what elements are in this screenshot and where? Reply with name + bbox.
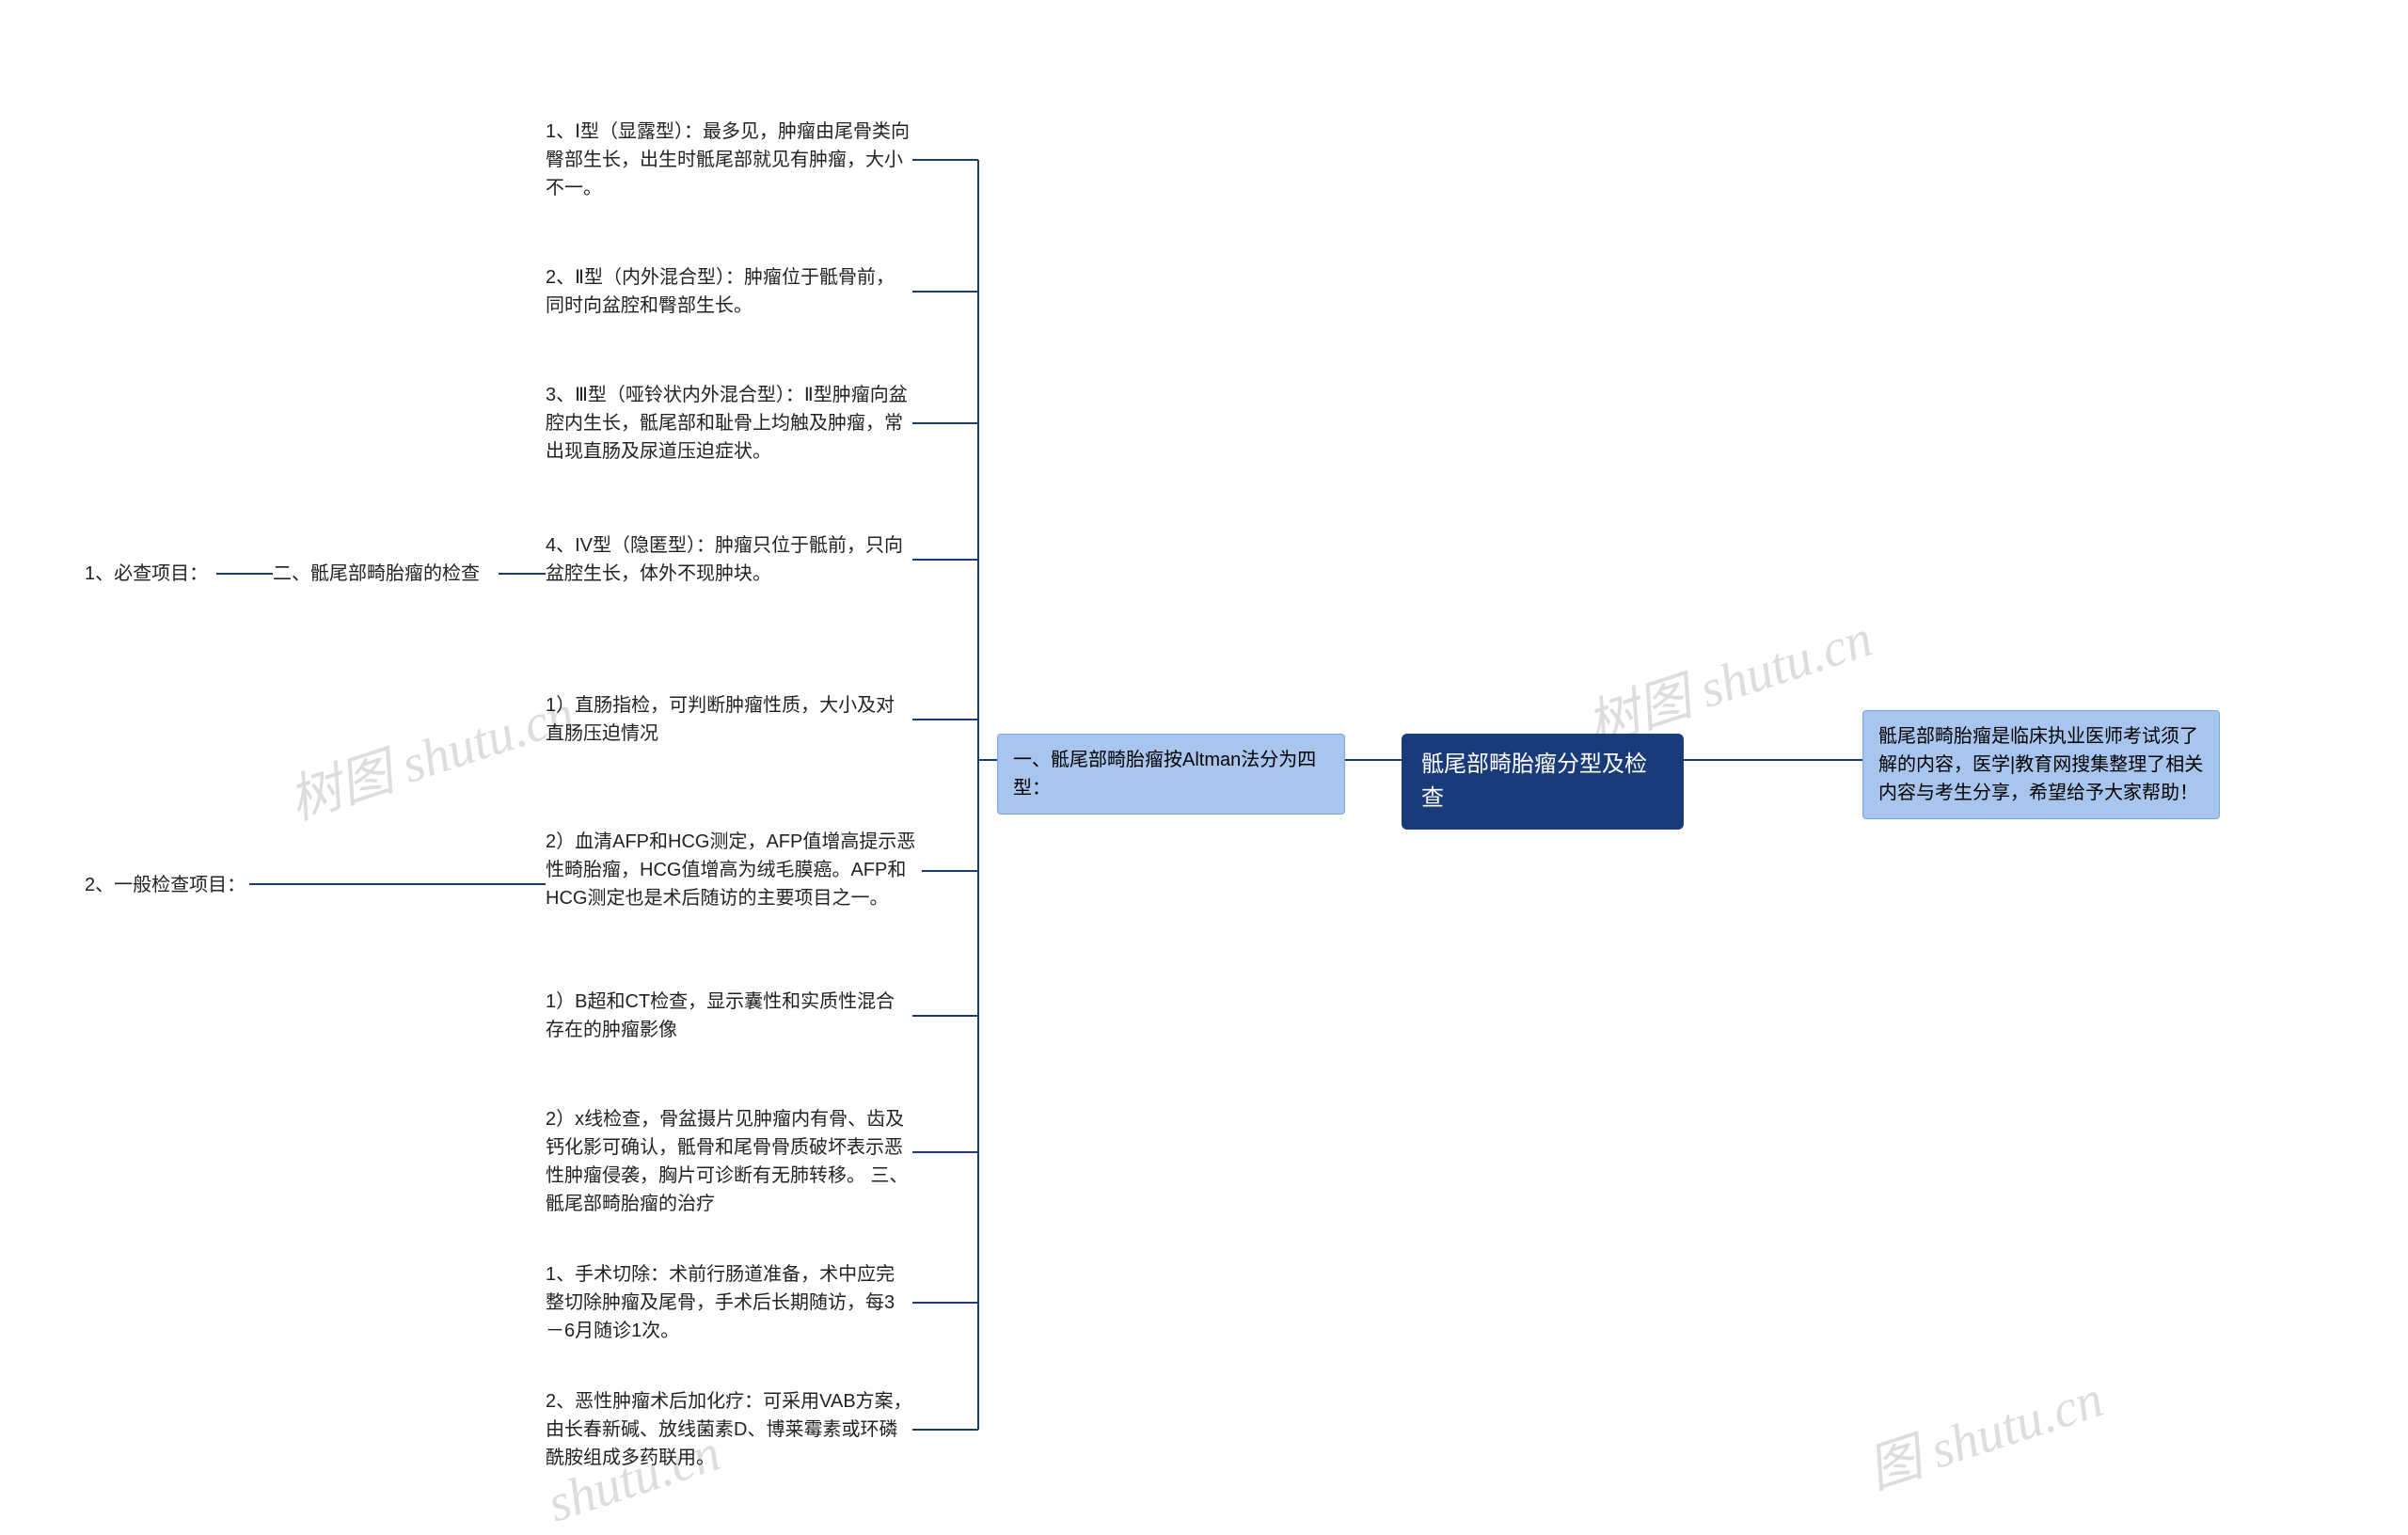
node-must-check: 1、必查项目： (85, 560, 216, 588)
leaf-surgery: 1、手术切除：术前行肠道准备，术中应完整切除肿瘤及尾骨，手术后长期随访，每3－6… (546, 1260, 912, 1345)
node-altman: 一、骶尾部畸胎瘤按Altman法分为四型： (997, 734, 1345, 815)
mindmap-root: 骶尾部畸胎瘤分型及检查 (1402, 734, 1684, 830)
node-check-heading: 二、骶尾部畸胎瘤的检查 (273, 560, 499, 588)
leaf-afp-hcg: 2）血清AFP和HCG测定，AFP值增高提示恶性畸胎瘤，HCG值增高为绒毛膜癌。… (546, 828, 922, 912)
leaf-type-2: 2、Ⅱ型（内外混合型）：肿瘤位于骶骨前，同时向盆腔和臀部生长。 (546, 263, 912, 320)
leaf-type-3: 3、Ⅲ型（哑铃状内外混合型）：Ⅱ型肿瘤向盆腔内生长，骶尾部和耻骨上均触及肿瘤，常… (546, 381, 912, 466)
leaf-rectal-exam: 1）直肠指检，可判断肿瘤性质，大小及对直肠压迫情况 (546, 691, 912, 748)
leaf-chemo: 2、恶性肿瘤术后加化疗：可采用VAB方案，由长春新碱、放线菌素D、博莱霉素或环磷… (546, 1387, 912, 1472)
node-general-check: 2、一般检查项目： (85, 871, 249, 899)
leaf-xray: 2）x线检查，骨盆摄片见肿瘤内有骨、齿及钙化影可确认，骶骨和尾骨骨质破坏表示恶性… (546, 1105, 912, 1218)
leaf-type-1: 1、Ⅰ型（显露型）：最多见，肿瘤由尾骨类向臀部生长，出生时骶尾部就见有肿瘤，大小… (546, 118, 912, 202)
leaf-type-4: 4、IV型（隐匿型）：肿瘤只位于骶前，只向盆腔生长，体外不现肿块。 (546, 531, 912, 588)
leaf-ultrasound-ct: 1）B超和CT检查，显示囊性和实质性混合存在的肿瘤影像 (546, 988, 912, 1044)
node-description: 骶尾部畸胎瘤是临床执业医师考试须了解的内容，医学|教育网搜集整理了相关内容与考生… (1862, 710, 2220, 819)
